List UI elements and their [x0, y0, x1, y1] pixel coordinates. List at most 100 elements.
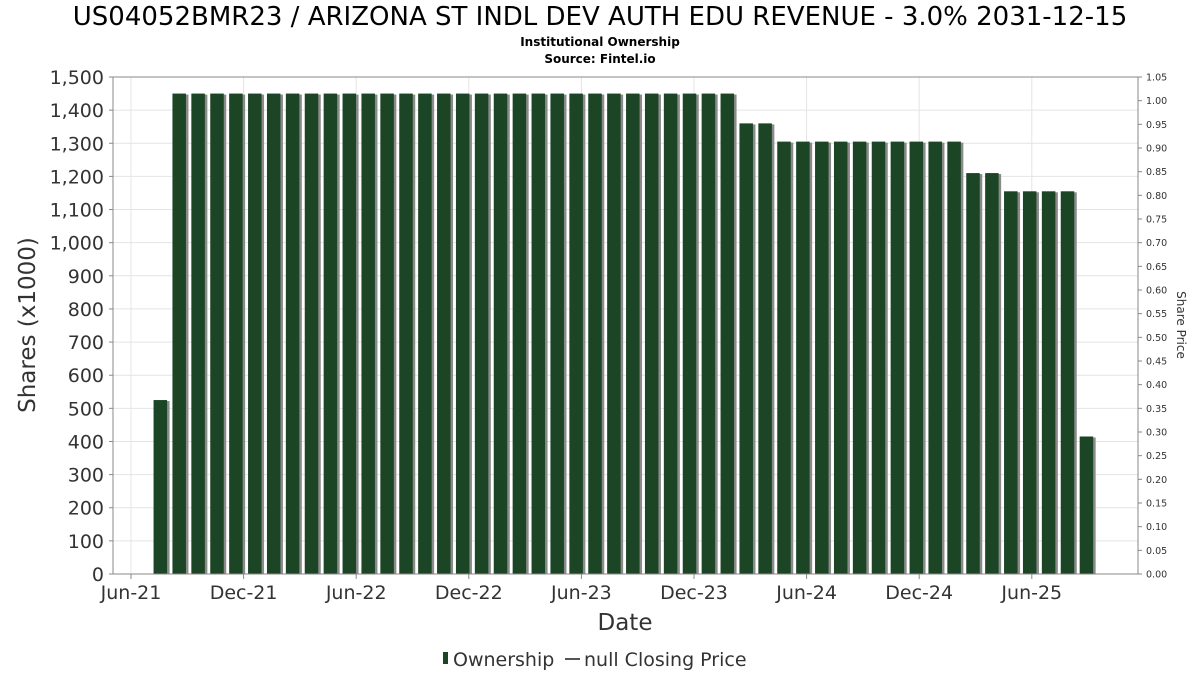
y2-tick-label: 0.20 — [1146, 475, 1167, 486]
y-tick-label: 700 — [68, 332, 104, 354]
ownership-bar — [682, 93, 697, 575]
y2-tick-label: 0.45 — [1146, 357, 1167, 368]
chart-subtitle: Institutional Ownership — [520, 35, 680, 49]
ownership-bar — [644, 93, 659, 575]
ownership-bar — [172, 93, 186, 575]
y-tick-label: 0 — [92, 564, 104, 586]
ownership-bar — [815, 141, 829, 575]
y2-tick-label: 0.15 — [1146, 499, 1167, 510]
ownership-bar — [474, 93, 489, 575]
ownership-bar — [285, 93, 300, 575]
ownership-bar — [342, 93, 357, 575]
y-tick-label: 200 — [68, 498, 104, 520]
ownership-bar — [248, 93, 262, 575]
x-tick-label: Jun-24 — [775, 582, 837, 604]
x-tick-label: Dec-24 — [885, 582, 953, 604]
y-tick-label: 500 — [68, 398, 104, 420]
ownership-bar — [210, 93, 224, 575]
ownership-bar — [796, 141, 810, 575]
y2-tick-label: 0.80 — [1146, 191, 1167, 202]
y2-axis-label: Share Price — [1174, 291, 1188, 359]
ownership-bar — [588, 93, 602, 575]
legend-ownership-label: Ownership — [453, 649, 554, 671]
ownership-bar — [1041, 191, 1056, 574]
axis-layer: 0 100 200 300 400 500 600 700 800 900 1,000 1,100 1,… — [15, 67, 1188, 636]
ownership-bar — [455, 93, 470, 575]
grid-layer — [113, 76, 1138, 575]
y2-tick-label: 0.25 — [1146, 451, 1167, 462]
y2-tick-label: 1.00 — [1146, 96, 1167, 107]
y2-tick-label: 0.60 — [1146, 286, 1167, 297]
x-tick-label: Jun-25 — [1000, 582, 1062, 604]
y2-tick-label: 0.85 — [1146, 167, 1167, 178]
ownership-bar — [229, 93, 243, 575]
y-tick-label: 800 — [68, 299, 104, 321]
ownership-bar — [966, 173, 980, 574]
ownership-bar — [833, 141, 848, 575]
ownership-bar — [1079, 436, 1094, 574]
ownership-bar — [871, 141, 886, 575]
chart-source: Source: Fintel.io — [544, 52, 656, 66]
ownership-bar — [985, 173, 999, 574]
x-tick-label: Dec-21 — [210, 582, 278, 604]
ownership-bar — [380, 93, 394, 575]
y-tick-label: 1,200 — [50, 166, 104, 188]
y-tick-label: 400 — [68, 431, 104, 453]
y-tick-label: 1,300 — [50, 133, 104, 155]
y-tick-label: 1,500 — [50, 67, 104, 89]
ownership-bar — [626, 93, 640, 575]
legend-price-label: null Closing Price — [584, 649, 747, 671]
ownership-bar — [531, 93, 546, 575]
ownership-bar — [720, 93, 735, 575]
ownership-bar — [739, 123, 753, 575]
x-tick-label: Dec-22 — [435, 582, 503, 604]
ownership-bar — [947, 141, 961, 575]
ownership-bar — [1060, 191, 1075, 574]
ownership-bar — [512, 93, 527, 575]
ownership-bar — [701, 93, 716, 575]
x-tick-label: Jun-23 — [550, 582, 612, 604]
y-tick-label: 900 — [68, 266, 104, 288]
y2-tick-label: 0.70 — [1146, 238, 1167, 249]
legend: Ownership null Closing Price — [443, 649, 747, 671]
ownership-bar — [663, 93, 678, 575]
ownership-bar — [361, 93, 375, 575]
x-tick-label: Dec-23 — [660, 582, 728, 604]
ownership-bar — [777, 141, 791, 575]
y-tick-label: 1,000 — [50, 233, 104, 255]
y2-tick-label: 0.00 — [1146, 570, 1167, 581]
ownership-bar — [758, 123, 772, 575]
ownership-bar — [493, 93, 508, 575]
y-tick-label: 100 — [68, 531, 104, 553]
ownership-bar — [852, 141, 867, 575]
ownership-bar — [153, 400, 168, 574]
plot-frame — [112, 76, 1139, 575]
chart-title: US04052BMR23 / ARIZONA ST INDL DEV AUTH … — [72, 2, 1128, 32]
ownership-bar — [928, 141, 942, 575]
y2-tick-label: 0.50 — [1146, 333, 1167, 344]
y-tick-label: 600 — [68, 365, 104, 387]
y-tick-label: 1,100 — [50, 200, 104, 222]
y2-tick-label: 0.95 — [1146, 120, 1167, 131]
ownership-bar — [607, 93, 621, 575]
ownership-bar — [550, 93, 564, 575]
y-axis-label: Shares (x1000) — [15, 237, 41, 413]
y-tick-label: 300 — [68, 465, 104, 487]
y2-tick-label: 0.30 — [1146, 428, 1167, 439]
y2-tick-label: 0.35 — [1146, 404, 1167, 415]
x-axis-label: Date — [598, 610, 653, 636]
ownership-bar — [569, 93, 583, 575]
plot-background — [113, 77, 1138, 574]
ownership-bar — [399, 93, 413, 575]
y-tick-label: 1,400 — [50, 100, 104, 122]
y2-tick-label: 0.75 — [1146, 215, 1167, 226]
y2-tick-label: 0.55 — [1146, 309, 1167, 320]
y2-tick-label: 1.05 — [1146, 73, 1167, 84]
ownership-bar — [1022, 191, 1037, 574]
ownership-bar — [323, 93, 338, 575]
x-tick-label: Jun-21 — [100, 582, 162, 604]
ownership-bar — [304, 93, 319, 575]
ownership-bar — [890, 141, 905, 575]
